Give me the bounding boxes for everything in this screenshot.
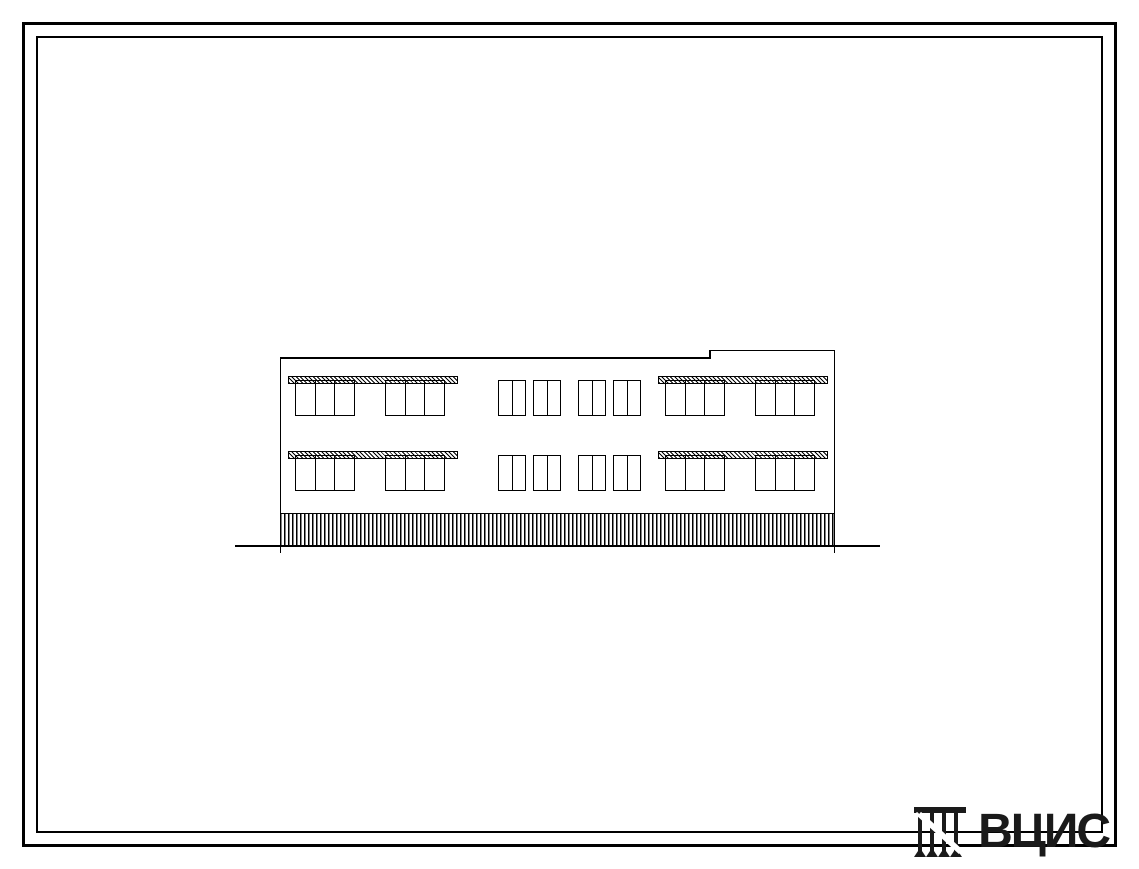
window [755,380,815,416]
window [665,380,725,416]
window-small-4 [613,380,641,416]
logo-pillar-icon [910,801,970,861]
architectural-elevation-drawing [280,350,835,580]
window [665,455,725,491]
logo: ВЦИС [910,801,1109,861]
window-triple-left-2 [385,455,445,491]
window-triple-right-1 [665,380,725,416]
upper-floor [280,380,835,420]
logo-text: ВЦИС [978,804,1109,859]
window-triple-left-2 [385,380,445,416]
window-triple-right-1 [665,455,725,491]
window [755,455,815,491]
window-small-1 [498,455,526,491]
window-triple-left-1 [295,455,355,491]
window-small-2 [533,380,561,416]
window [385,455,445,491]
window-small-3 [578,455,606,491]
lower-floor [280,455,835,495]
window-small-2 [533,455,561,491]
window-triple-right-2 [755,380,815,416]
window [385,380,445,416]
window-small-1 [498,380,526,416]
ground-line [235,545,880,547]
balcony-hatch-right [658,376,828,384]
window [295,380,355,416]
window-small-4 [613,455,641,491]
balcony-hatch-right [658,451,828,459]
window [295,455,355,491]
balcony-hatch-left [288,376,458,384]
balcony-hatch-left [288,451,458,459]
building-base-hatch [280,513,835,545]
window-small-3 [578,380,606,416]
window-triple-left-1 [295,380,355,416]
window-triple-right-2 [755,455,815,491]
